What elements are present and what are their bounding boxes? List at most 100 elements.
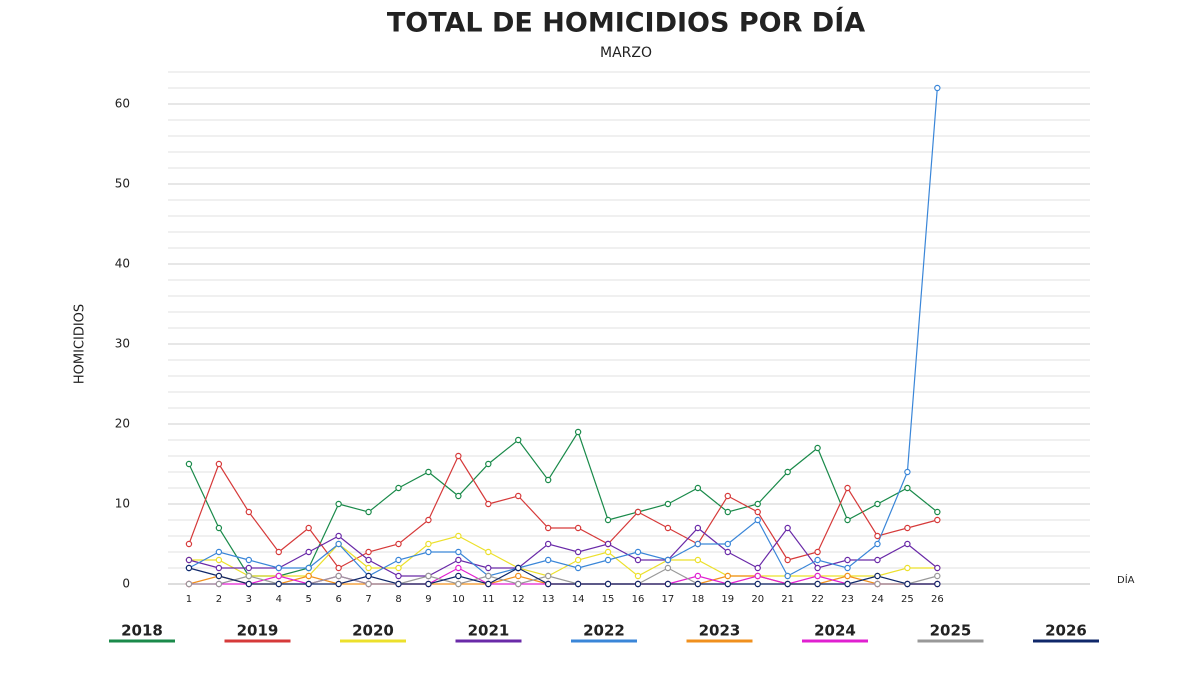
data-point [664, 556, 672, 564]
data-point [574, 580, 582, 588]
data-point [934, 516, 941, 524]
data-point [904, 524, 911, 532]
data-point [365, 580, 372, 588]
data-point [395, 556, 402, 564]
legend-label: 2018 [121, 622, 163, 640]
x-tick-label: 10 [452, 594, 465, 605]
y-tick-label: 10 [115, 497, 130, 511]
data-point [844, 516, 851, 524]
data-point [335, 564, 342, 572]
data-point [724, 540, 731, 548]
data-point [724, 492, 731, 500]
data-point [395, 540, 402, 548]
x-tick-label: 26 [931, 594, 944, 605]
data-point [365, 508, 372, 516]
data-point [934, 84, 941, 92]
data-point [544, 556, 552, 564]
data-point [245, 572, 253, 580]
x-tick-label: 17 [662, 594, 675, 605]
data-point [425, 468, 432, 476]
data-point [365, 572, 372, 580]
data-point [664, 564, 672, 572]
data-point [455, 556, 462, 564]
x-tick-label: 2 [216, 594, 222, 605]
data-point [874, 572, 881, 580]
y-axis-label: HOMICIDIOS [73, 304, 88, 384]
data-point [604, 580, 612, 588]
data-point [844, 564, 851, 572]
data-point [215, 564, 223, 572]
data-point [425, 580, 432, 588]
data-point [574, 556, 582, 564]
data-point [574, 524, 582, 532]
data-point [305, 564, 312, 572]
legend-label: 2022 [583, 622, 625, 640]
data-point [485, 500, 492, 508]
data-point [215, 460, 223, 468]
data-point [694, 580, 702, 588]
data-point [515, 492, 522, 500]
x-tick-label: 12 [512, 594, 525, 605]
x-tick-label: 20 [751, 594, 764, 605]
data-point [934, 564, 941, 572]
y-tick-label: 40 [115, 257, 130, 271]
data-point [455, 548, 462, 556]
y-tick-label: 0 [122, 577, 130, 591]
data-point [455, 572, 462, 580]
data-point [784, 580, 791, 588]
data-point [455, 452, 462, 460]
data-point [425, 516, 432, 524]
data-point [664, 580, 672, 588]
data-point [604, 516, 612, 524]
data-point [335, 500, 342, 508]
data-point [544, 524, 552, 532]
data-point [185, 540, 193, 548]
data-point [784, 556, 791, 564]
data-point [544, 580, 552, 588]
data-point [694, 540, 702, 548]
data-point [305, 572, 312, 580]
data-point [874, 540, 881, 548]
data-point [664, 524, 672, 532]
data-point [515, 564, 522, 572]
data-point [185, 460, 193, 468]
data-point [874, 580, 881, 588]
data-point [305, 524, 312, 532]
x-tick-label: 1 [186, 594, 192, 605]
data-point [245, 508, 253, 516]
data-point [185, 556, 193, 564]
data-point [724, 548, 731, 556]
data-point [245, 564, 253, 572]
data-point [904, 484, 911, 492]
data-point [544, 540, 552, 548]
x-tick-label: 7 [365, 594, 371, 605]
data-point [485, 460, 492, 468]
data-point [455, 492, 462, 500]
y-tick-label: 30 [115, 337, 130, 351]
data-point [215, 580, 223, 588]
legend-label: 2020 [352, 622, 394, 640]
data-point [904, 564, 911, 572]
data-point [754, 516, 761, 524]
data-point [604, 556, 612, 564]
x-tick-label: 14 [572, 594, 585, 605]
data-point [634, 580, 642, 588]
x-tick-label: 21 [781, 594, 794, 605]
data-point [365, 564, 372, 572]
data-point [844, 580, 851, 588]
data-point [604, 540, 612, 548]
data-point [694, 556, 702, 564]
data-point [634, 572, 642, 580]
data-point [395, 484, 402, 492]
x-tick-label: 24 [871, 594, 884, 605]
data-point [814, 564, 821, 572]
data-point [754, 508, 761, 516]
data-point [844, 484, 851, 492]
data-point [874, 532, 881, 540]
data-point [694, 484, 702, 492]
data-point [904, 540, 911, 548]
x-tick-label: 3 [246, 594, 252, 605]
data-point [185, 564, 193, 572]
data-point [335, 572, 342, 580]
